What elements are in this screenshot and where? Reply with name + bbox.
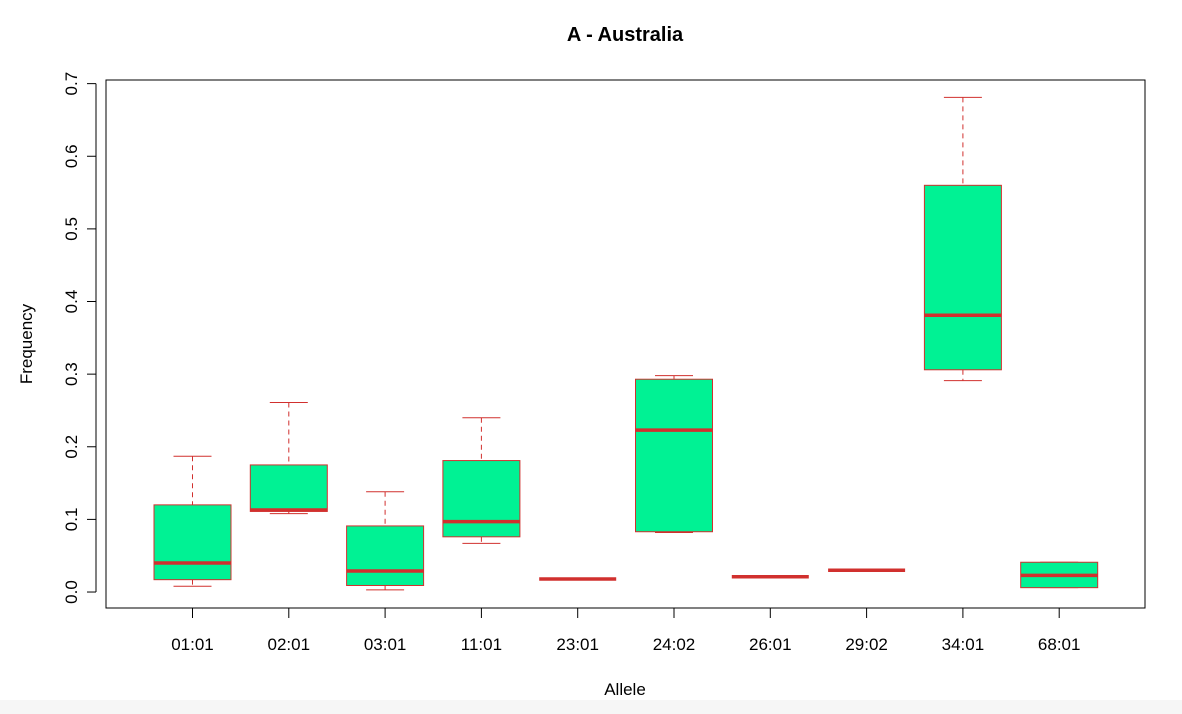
y-axis: 0.0 0.1 0.2 0.3 0.4 0.5 0.6 0.7	[62, 72, 97, 604]
x-tick-label: 68:01	[1038, 635, 1081, 654]
y-tick-label: 0.2	[62, 435, 81, 459]
x-tick-label: 02:01	[268, 635, 311, 654]
x-tick-label: 26:01	[749, 635, 792, 654]
x-tick-label: 11:01	[461, 635, 502, 654]
boxes-group	[153, 96, 1099, 591]
iqr-box	[346, 525, 425, 586]
y-tick-label: 0.3	[62, 362, 81, 386]
y-tick-label: 0.5	[62, 217, 81, 241]
box-34-01	[923, 96, 1002, 382]
iqr-box	[442, 460, 521, 538]
iqr-box	[635, 378, 713, 533]
box-68-01	[1020, 561, 1099, 589]
bottom-band	[0, 700, 1182, 714]
x-tick-label: 24:02	[653, 635, 696, 654]
x-tick-label: 01:01	[171, 635, 214, 654]
y-axis-label: Frequency	[17, 303, 36, 384]
y-tick-label: 0.7	[62, 72, 81, 96]
y-tick-label: 0.0	[62, 580, 81, 604]
box-11-01	[442, 417, 521, 544]
y-tick-label: 0.1	[62, 508, 81, 532]
y-tick-label: 0.6	[62, 144, 81, 168]
box-01-01	[153, 455, 232, 587]
x-tick-label: 34:01	[942, 635, 985, 654]
y-tick-label: 0.4	[62, 290, 81, 314]
x-axis-label: Allele	[604, 680, 646, 699]
box-24-02	[635, 375, 713, 533]
iqr-box	[153, 504, 232, 581]
x-tick-label: 23:01	[556, 635, 599, 654]
x-tick-label: 29:02	[845, 635, 888, 654]
x-axis: 01:01 02:01 03:01 11:01 23:01 24:02 26:01 29:02…	[171, 607, 1081, 654]
box-03-01	[346, 491, 425, 591]
chart-title: A - Australia	[567, 24, 684, 46]
box-02-01	[249, 401, 328, 515]
iqr-box	[249, 464, 328, 512]
iqr-box	[923, 184, 1002, 371]
x-tick-label: 03:01	[364, 635, 407, 654]
